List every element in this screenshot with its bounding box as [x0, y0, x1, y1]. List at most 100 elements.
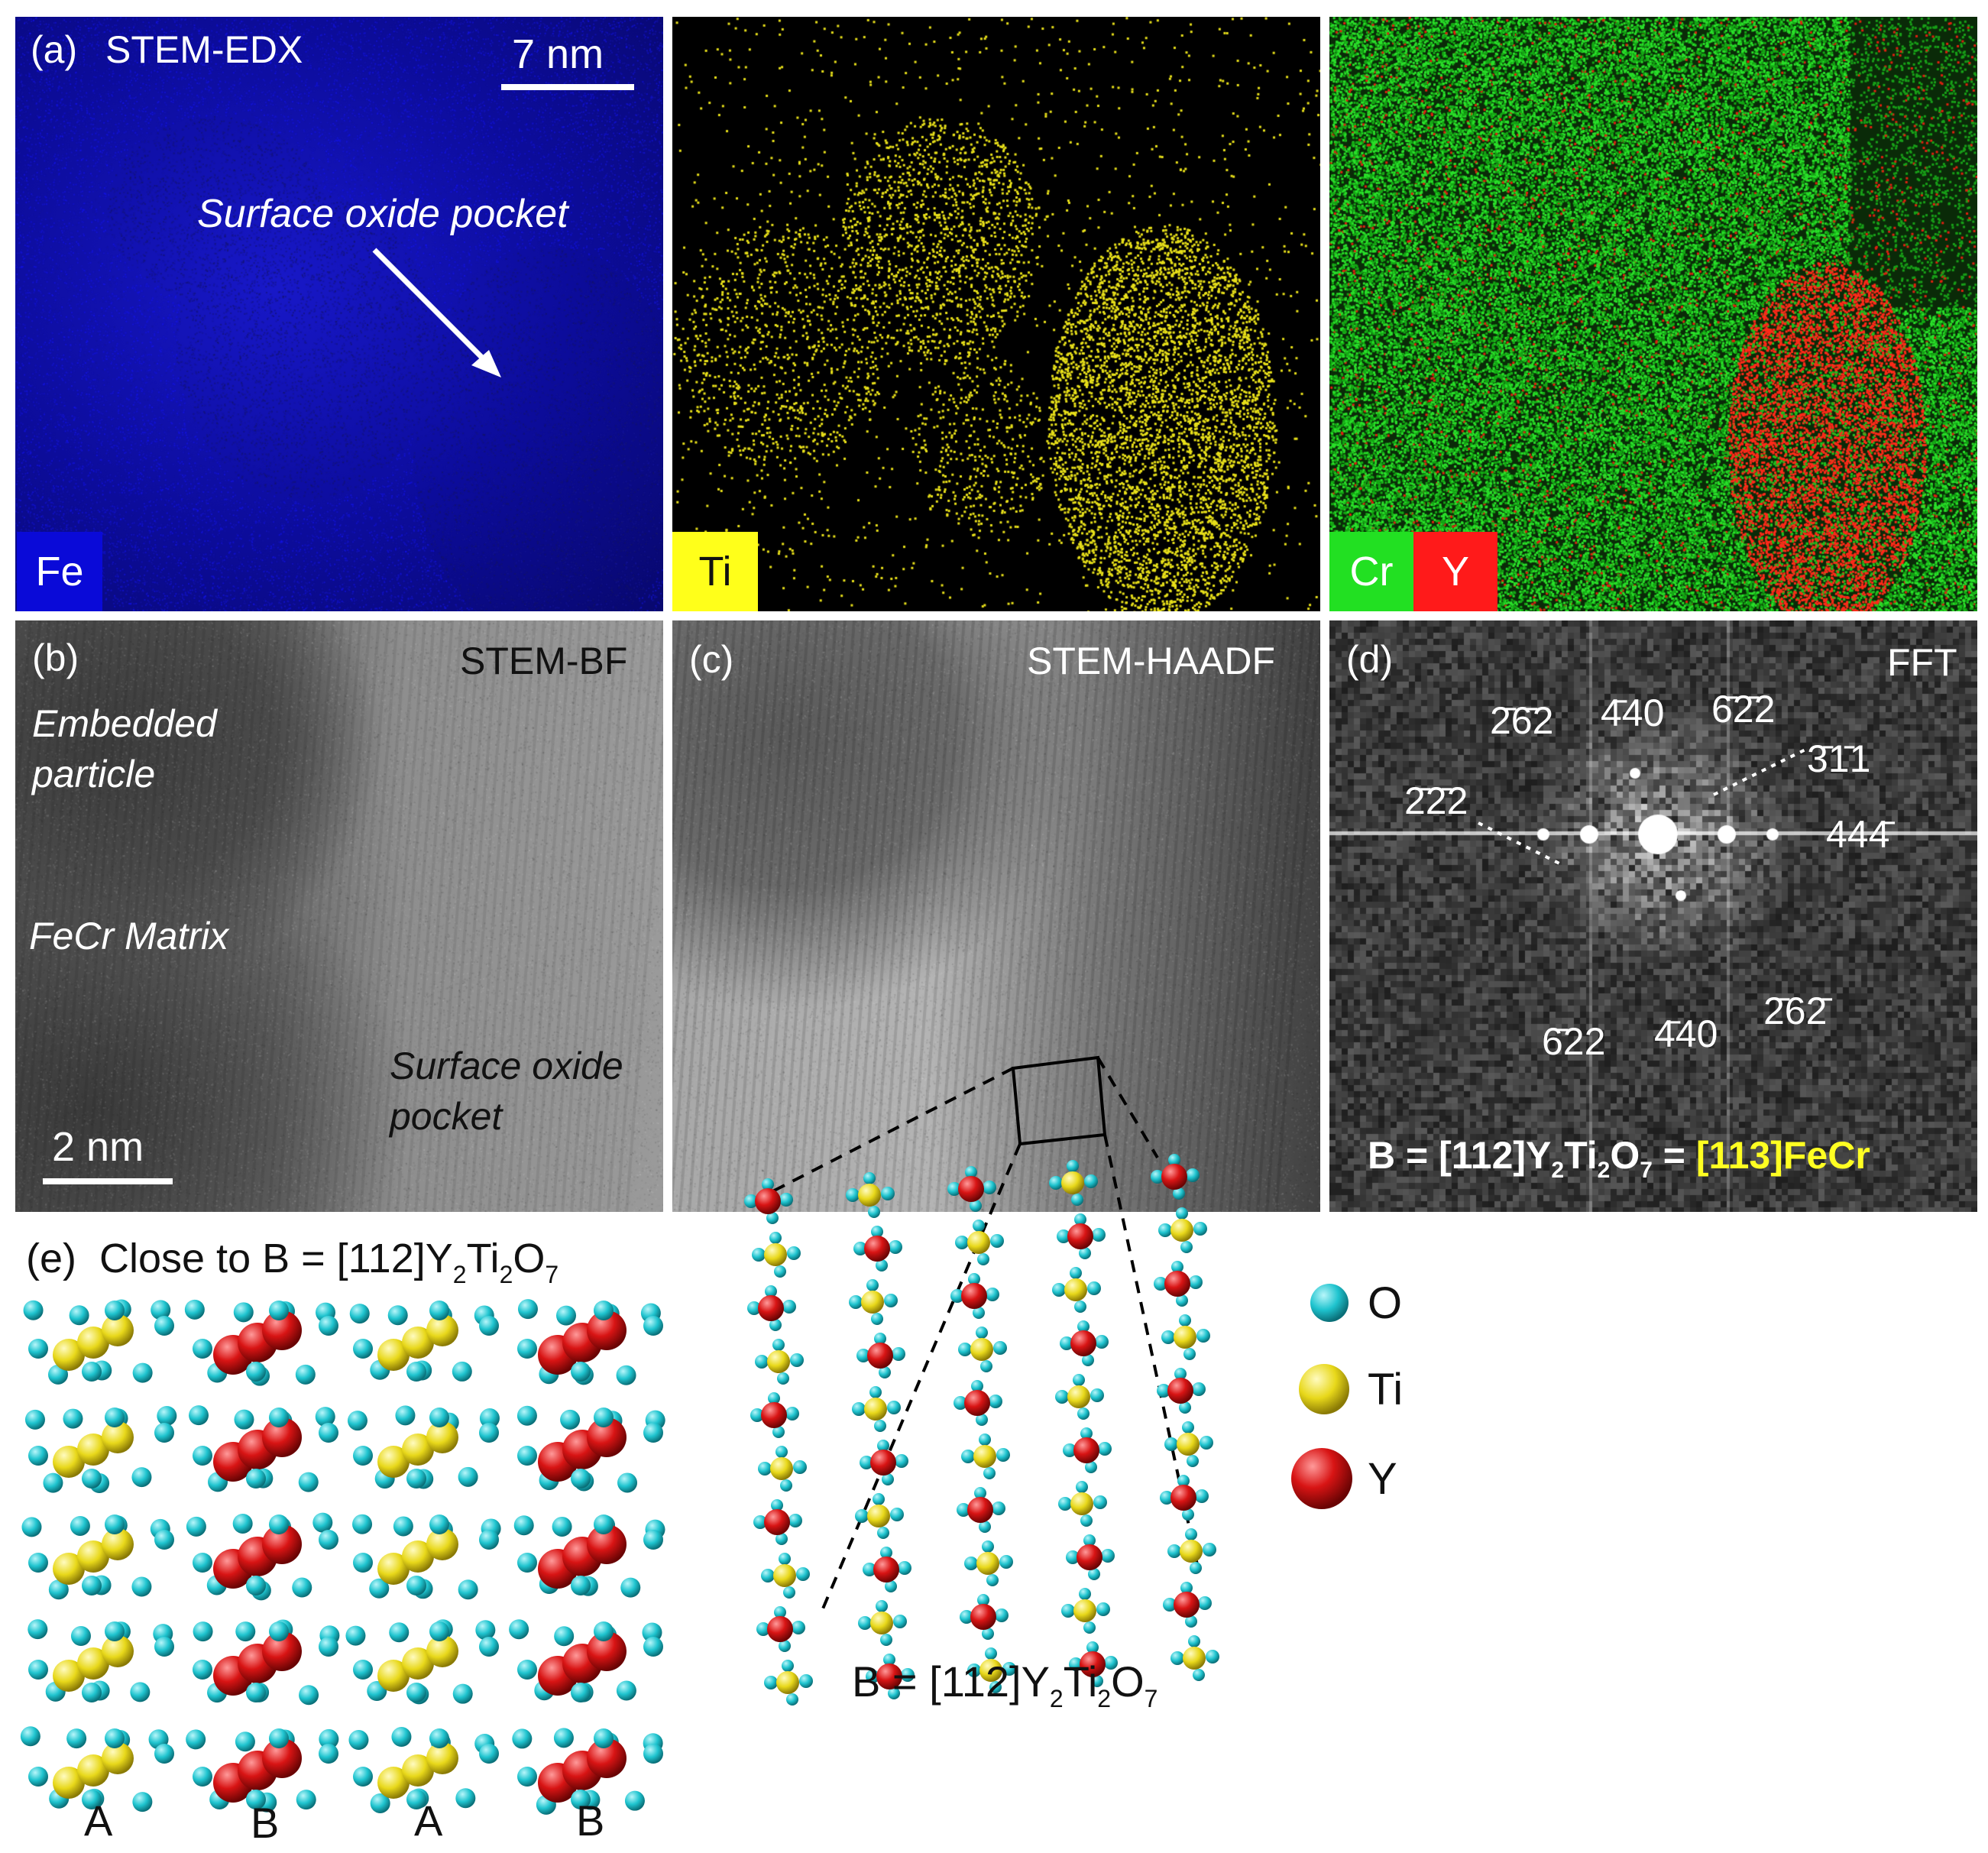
model-atom	[1052, 1283, 1066, 1297]
layered-atom	[406, 1469, 426, 1489]
model-atom	[885, 1580, 897, 1592]
model-atom	[856, 1349, 870, 1362]
model-atom	[863, 1563, 876, 1576]
model-atom	[1188, 1635, 1200, 1647]
layered-atom	[643, 1423, 663, 1443]
layered-atom	[102, 1742, 134, 1774]
model-atom	[1171, 1261, 1183, 1273]
model-atom	[762, 1178, 774, 1191]
model-atom	[1179, 1314, 1191, 1327]
model-atom	[793, 1460, 807, 1474]
cr-y-dots-canvas	[1329, 17, 1977, 611]
model-atom	[1176, 1294, 1188, 1307]
model-atom	[1086, 1641, 1099, 1654]
model-atom	[958, 1343, 972, 1356]
model-atom	[964, 1390, 990, 1416]
model-atom	[873, 1493, 885, 1505]
fft-spot-622-lower: 6̄22	[1542, 1020, 1605, 1063]
model-atom	[1087, 1281, 1101, 1295]
model-atom	[880, 1547, 892, 1559]
model-atom	[1055, 1390, 1069, 1404]
layered-atom	[53, 1660, 85, 1692]
layered-atom	[552, 1516, 572, 1537]
model-atom	[799, 1674, 813, 1688]
model-atom	[750, 1408, 764, 1422]
model-atom	[866, 1670, 879, 1683]
model-atom	[1080, 1651, 1106, 1677]
model-atom	[774, 1265, 786, 1278]
model-atom	[769, 1319, 782, 1331]
model-atom	[1074, 1301, 1086, 1313]
model-atom	[1180, 1540, 1203, 1563]
model-atom	[860, 1456, 873, 1469]
model-atom	[1164, 1437, 1178, 1451]
model-atom	[974, 1487, 986, 1499]
layered-atom	[429, 1728, 449, 1748]
model-atom	[983, 1181, 996, 1194]
model-atom	[755, 1188, 781, 1214]
model-atom	[769, 1232, 782, 1244]
model-atom	[1093, 1495, 1107, 1509]
model-atom	[1098, 1442, 1112, 1456]
model-atom	[964, 1557, 978, 1570]
panel-c-title: STEM-HAADF	[1027, 640, 1275, 682]
layered-atom	[406, 1683, 426, 1702]
panel-a-ti-map: Ti	[672, 17, 1320, 611]
layered-atom	[349, 1304, 370, 1324]
model-atom	[779, 1553, 791, 1565]
model-atom	[767, 1616, 793, 1642]
layered-atom	[295, 1364, 316, 1385]
layered-atom	[28, 1660, 48, 1680]
model-atom	[954, 1396, 967, 1410]
model-atom	[773, 1564, 796, 1587]
model-atom	[747, 1301, 761, 1315]
model-atom	[871, 1313, 883, 1325]
layered-atom	[479, 1408, 500, 1429]
layered-atom	[82, 1362, 102, 1382]
model-atom	[947, 1182, 961, 1196]
panel-d-letter: (d)	[1346, 638, 1394, 681]
model-atom	[779, 1193, 793, 1207]
model-atom	[858, 1616, 872, 1630]
model-atom	[980, 1360, 992, 1372]
layered-atom	[292, 1577, 312, 1598]
model-atom	[1057, 1229, 1070, 1243]
legend-ti-label: Ti	[1368, 1365, 1403, 1414]
layered-atom	[594, 1408, 614, 1427]
layered-atom	[235, 1621, 256, 1642]
model-atom	[970, 1338, 993, 1361]
model-atom	[780, 1479, 792, 1492]
model-atom	[982, 1628, 994, 1640]
layered-atom	[643, 1316, 663, 1336]
model-atom	[977, 1594, 989, 1606]
layered-atom	[157, 1405, 177, 1426]
model-atom	[870, 1612, 893, 1634]
layered-atom	[269, 1621, 289, 1641]
panel-c-stem-haadf: (c) STEM-HAADF	[672, 620, 1320, 1212]
layered-atom	[77, 1540, 109, 1573]
layered-atom	[402, 1754, 434, 1787]
layered-atom	[391, 1727, 412, 1748]
model-atom	[976, 1414, 988, 1426]
layered-atom	[193, 1660, 212, 1680]
layered-atom	[296, 1790, 316, 1810]
layered-atom	[193, 1767, 212, 1787]
model-atom	[1085, 1461, 1097, 1473]
model-atom	[752, 1248, 766, 1262]
model-atom	[1070, 1492, 1093, 1515]
model-atom	[1077, 1408, 1090, 1420]
layered-atom	[643, 1744, 663, 1764]
model-atom	[783, 1586, 795, 1599]
annotation-arrow	[372, 248, 501, 377]
fecr-matrix-label: FeCr Matrix	[29, 915, 229, 957]
layered-atom	[63, 1408, 83, 1429]
layered-atom	[298, 1472, 319, 1492]
haadf-lattice-canvas	[672, 620, 1320, 1212]
model-atom	[967, 1497, 993, 1523]
model-atom	[764, 1243, 787, 1266]
fe-element-tag: Fe	[17, 532, 102, 611]
panel-a-scalebar-label: 7 nm	[512, 31, 604, 77]
model-atom	[1164, 1271, 1190, 1297]
layered-atom	[299, 1685, 319, 1706]
model-atom	[1198, 1596, 1212, 1610]
